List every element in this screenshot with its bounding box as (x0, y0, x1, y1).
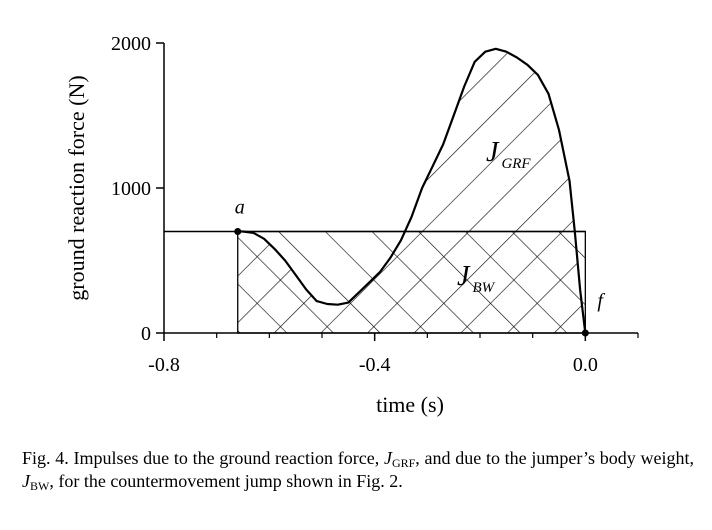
x-axis-title: time (s) (376, 392, 444, 417)
caption-j-bw-subscript: BW (30, 479, 50, 493)
point-f-marker (581, 329, 589, 337)
j-bw-subscript: BW (472, 280, 495, 296)
hatch-grf-region (237, 48, 586, 334)
hatch-grf-fill (237, 48, 586, 334)
hatch-bw-region (237, 231, 586, 333)
j-bw-symbol: J (457, 261, 471, 292)
x-tick-label: -0.4 (359, 354, 391, 376)
caption-j-grf-subscript: GRF (391, 456, 416, 470)
j-bw-label: J BW (457, 261, 496, 296)
point-a-marker (234, 228, 242, 235)
y-axis-title: ground reaction force (N) (64, 75, 89, 300)
point-a-label: a (235, 197, 245, 219)
caption-suffix: , for the countermovement jump shown in … (49, 471, 403, 491)
caption-j-grf: J (383, 448, 392, 468)
hatch-bw-fill (237, 231, 586, 333)
caption-middle: , and due to the jumper’s body weight, (415, 448, 694, 468)
caption-j-bw: J (22, 471, 30, 491)
y-tick-label: 2000 (111, 33, 151, 55)
j-grf-label: J GRF (486, 137, 531, 172)
caption-prefix: Fig. 4. Impulses due to the ground react… (22, 448, 384, 468)
figure-caption: Fig. 4. Impulses due to the ground react… (22, 447, 694, 493)
j-grf-subscript: GRF (501, 156, 531, 172)
point-f-label: f (597, 290, 605, 312)
x-tick-label: 0.0 (573, 354, 598, 376)
y-tick-label: 0 (141, 323, 151, 345)
j-grf-symbol: J (486, 137, 500, 168)
axis-ticks: -0.8 -0.4 0.0 0 1000 2000 (111, 33, 639, 376)
x-tick-label: -0.8 (148, 354, 180, 376)
ground-reaction-force-curve (237, 47, 587, 334)
y-tick-label: 1000 (111, 178, 151, 200)
